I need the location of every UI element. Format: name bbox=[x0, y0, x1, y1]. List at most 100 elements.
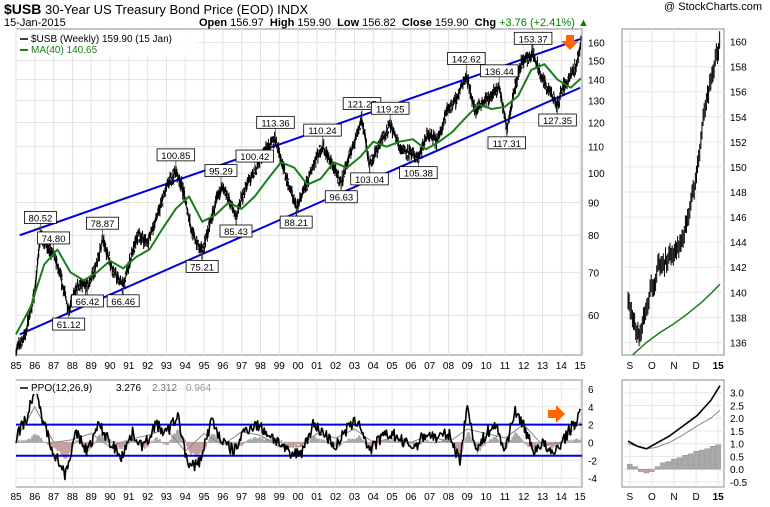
ppo-histogram-bar bbox=[271, 438, 273, 443]
price-y-tick-label: 60 bbox=[588, 311, 600, 322]
chart-title: $USB 30-Year US Treasury Bond Price (EOD… bbox=[4, 1, 308, 17]
inset-ppo-y-tick-label: 1.5 bbox=[730, 427, 744, 438]
ma40-line bbox=[15, 63, 582, 335]
annotation-label: 75.21 bbox=[190, 262, 214, 273]
inset-price-y-tick-label: 156 bbox=[730, 88, 747, 99]
ppo-histogram-bar bbox=[567, 439, 570, 443]
price-y-tick-label: 70 bbox=[588, 268, 600, 279]
annotation-box bbox=[303, 123, 342, 137]
low-value: 156.82 bbox=[362, 17, 396, 29]
annotation-label: 61.12 bbox=[57, 320, 81, 331]
ppo-x-tick-label: 04 bbox=[368, 492, 380, 503]
ppo-histogram-bar bbox=[423, 440, 425, 443]
inset-price-x-tick-label: N bbox=[670, 361, 677, 372]
ppo-histogram-bar bbox=[157, 439, 159, 443]
annotation-box bbox=[513, 31, 553, 45]
inset-histogram-bar bbox=[709, 446, 716, 470]
inset-histogram-bar bbox=[665, 461, 672, 470]
up-triangle-icon: ▲ bbox=[577, 17, 589, 29]
inset-histogram-bar bbox=[627, 463, 633, 470]
down-arrow-icon bbox=[561, 35, 579, 50]
inset-histogram-bar bbox=[676, 457, 683, 470]
price-x-tick-label: 90 bbox=[104, 361, 116, 372]
ppo-histogram-bar bbox=[353, 439, 356, 443]
inset-price-y-tick-label: 140 bbox=[730, 288, 747, 299]
ppo-histogram-bar bbox=[556, 442, 559, 447]
ppo-histogram-bar bbox=[241, 442, 244, 446]
inset-price-y-tick-label: 154 bbox=[730, 113, 747, 124]
ppo-histogram-bar bbox=[580, 437, 583, 443]
ppo-histogram-bar bbox=[167, 442, 170, 444]
close-value: 159.90 bbox=[434, 17, 469, 29]
ppo-histogram-bar bbox=[284, 441, 286, 443]
ppo-histogram-bar bbox=[400, 442, 402, 444]
ppo-histogram-bar bbox=[472, 441, 474, 443]
ppo-histogram-bar bbox=[94, 442, 96, 443]
ppo-x-tick-label: 09 bbox=[462, 492, 474, 503]
price-y-tick-label: 100 bbox=[588, 169, 605, 180]
ppo-x-tick-label: 14 bbox=[556, 492, 568, 503]
ppo-x-tick-label: 94 bbox=[180, 492, 192, 503]
legend-price-label: $USB (Weekly) 159.90 (15 Jan) bbox=[31, 34, 172, 45]
inset-histogram-bar bbox=[693, 451, 699, 470]
inset-price-y-tick-label: 150 bbox=[730, 163, 747, 174]
inset-ppo-x-tick-label: N bbox=[670, 492, 677, 503]
inset-ppo-line bbox=[627, 385, 721, 450]
price-x-tick-label: 97 bbox=[236, 361, 248, 372]
ppo-histogram-bar bbox=[426, 439, 429, 443]
ppo-x-tick-label: 13 bbox=[537, 492, 549, 503]
ppo-histogram-bar bbox=[205, 442, 207, 447]
price-x-tick-label: 06 bbox=[405, 361, 417, 372]
ppo-y-tick-label: 2 bbox=[588, 421, 594, 432]
ppo-histogram-bar bbox=[558, 442, 560, 445]
ppo-histogram-bar bbox=[524, 442, 526, 445]
price-x-tick-label: 98 bbox=[255, 361, 267, 372]
ppo-y-tick-label: -2 bbox=[588, 456, 597, 467]
inset-ppo-x-tick-label: O bbox=[648, 492, 656, 503]
security-name: 30-Year US Treasury Bond Price (EOD) bbox=[44, 2, 274, 17]
inset-price-y-tick-label: 144 bbox=[730, 238, 747, 249]
inset-histogram-bar bbox=[649, 468, 655, 472]
ppo-histogram-bar bbox=[399, 441, 401, 443]
inset-histogram-bar bbox=[715, 444, 721, 470]
inset-ppo-y-tick-label: 1.0 bbox=[730, 440, 744, 451]
inset-ppo-x-tick-label: D bbox=[692, 492, 699, 503]
ppo-histogram-bar bbox=[349, 438, 351, 443]
legend-bg bbox=[18, 31, 198, 56]
price-x-tick-label: 89 bbox=[86, 361, 98, 372]
annotation-label: 113.36 bbox=[261, 118, 289, 129]
price-y-tick-label: 120 bbox=[588, 119, 605, 130]
ppo-histogram-bar bbox=[45, 442, 48, 444]
ppo-histogram-bar bbox=[363, 440, 365, 443]
ppo-histogram-bar bbox=[151, 441, 154, 443]
price-y-tick-label: 160 bbox=[588, 39, 605, 50]
ppo-legend-label: PPO(12,26,9) bbox=[31, 383, 92, 394]
ppo-histogram-bar bbox=[41, 439, 43, 443]
price-y-tick-label: 110 bbox=[588, 143, 604, 154]
ppo-x-tick-label: 02 bbox=[330, 492, 342, 503]
ppo-histogram-bar bbox=[484, 442, 487, 446]
ppo-histogram-bar bbox=[243, 442, 246, 444]
inset-ppo-y-tick-label: -0.5 bbox=[730, 478, 748, 489]
ppo-line bbox=[15, 382, 581, 481]
ppo-histogram-bar bbox=[73, 442, 76, 444]
ppo-histogram-bar bbox=[328, 442, 330, 445]
inset-histogram-bar bbox=[698, 449, 705, 470]
ppo-histogram-bar bbox=[405, 442, 408, 444]
inset-ppo-x-tick-label: S bbox=[627, 492, 634, 503]
ppo-histogram-bar bbox=[42, 441, 44, 443]
ppo-y-tick-label: 4 bbox=[588, 403, 594, 414]
ppo-x-tick-label: 96 bbox=[217, 492, 229, 503]
ppo-histogram-bar bbox=[23, 440, 26, 443]
price-x-tick-label: 15 bbox=[575, 361, 587, 372]
annotation-label: 96.63 bbox=[329, 193, 353, 204]
high-label: High bbox=[269, 17, 295, 29]
annotation-box bbox=[156, 148, 196, 162]
ppo-histogram-bar bbox=[495, 435, 498, 443]
inset-price-y-tick-label: 148 bbox=[730, 188, 747, 199]
ppo-histogram-bar bbox=[340, 442, 343, 446]
annotation-box bbox=[256, 115, 295, 129]
annotation-box bbox=[324, 190, 358, 204]
price-x-tick-label: 92 bbox=[142, 361, 154, 372]
ppo-histogram-bar bbox=[483, 442, 485, 445]
